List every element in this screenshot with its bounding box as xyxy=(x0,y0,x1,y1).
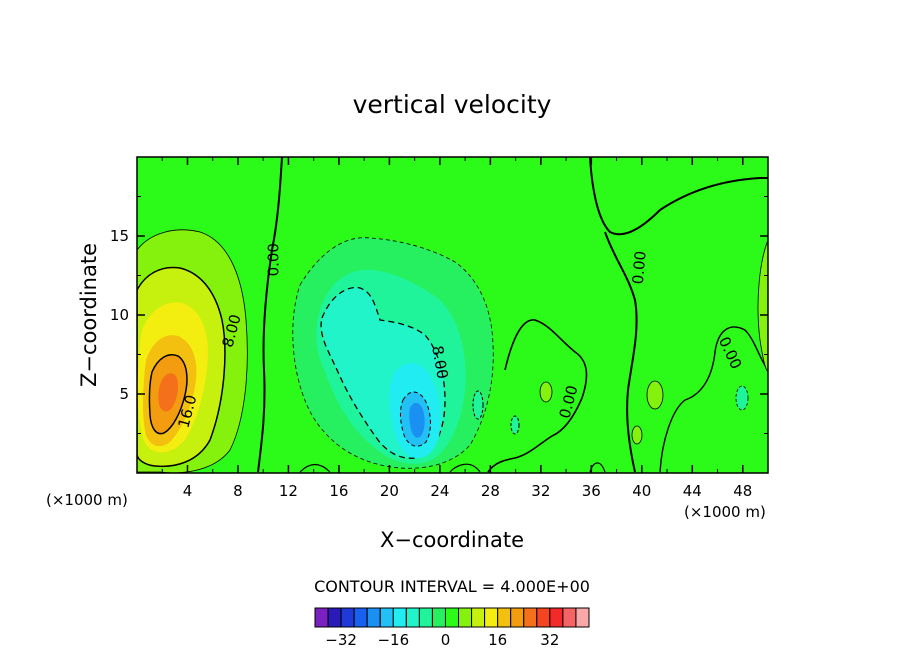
small-downdraft-cell xyxy=(735,385,749,411)
colorbar-tick-label: −16 xyxy=(377,631,409,649)
x-tick-label: 48 xyxy=(733,482,752,500)
colorbar-swatch xyxy=(549,607,564,628)
updraft-region xyxy=(158,373,179,412)
zero-contour xyxy=(604,231,638,473)
x-axis-label: X−coordinate xyxy=(380,528,524,552)
zero-contour xyxy=(659,326,768,473)
colorbar-swatch xyxy=(314,607,329,628)
zero-contour xyxy=(257,157,283,473)
y-tick-label: 5 xyxy=(119,385,129,403)
colorbar: −32 −16 0 16 32 xyxy=(314,607,590,649)
small-downdraft-cell xyxy=(510,415,520,435)
colorbar-swatch xyxy=(340,607,355,628)
x-tick-label: 24 xyxy=(430,482,449,500)
x-tick-label: 28 xyxy=(481,482,500,500)
colorbar-swatch xyxy=(575,607,590,628)
colorbar-tick-label: 0 xyxy=(441,631,451,649)
colorbar-swatch xyxy=(484,607,499,628)
colorbar-swatch xyxy=(418,607,433,628)
colorbar-swatch xyxy=(444,607,460,628)
zero-contour xyxy=(589,157,768,236)
colorbar-swatch xyxy=(353,607,368,628)
x-tick-label: 16 xyxy=(329,482,348,500)
colorbar-tick-label: −32 xyxy=(325,631,357,649)
colorbar-swatch xyxy=(431,607,446,628)
x-unit-label: (×1000 m) xyxy=(46,491,128,509)
x-tick-label: 44 xyxy=(683,482,702,500)
colorbar-swatch xyxy=(471,607,486,628)
x-axis: 4 8 12 16 20 24 28 32 36 40 44 48 xyxy=(161,157,752,500)
y-tick-label: 15 xyxy=(110,227,129,245)
x-tick-label: 40 xyxy=(632,482,651,500)
x-tick-label: 36 xyxy=(582,482,601,500)
contour-label: 8.00 xyxy=(428,344,452,380)
colorbar-swatch xyxy=(523,607,538,628)
small-updraft-cell xyxy=(631,425,643,445)
contour-label: 0.00 xyxy=(264,243,282,276)
x-tick-label: 32 xyxy=(531,482,550,500)
y-tick-label: 10 xyxy=(110,306,129,324)
colorbar-swatch xyxy=(458,607,473,628)
right-edge-updraft xyxy=(757,239,768,373)
colorbar-swatch xyxy=(536,607,551,628)
colorbar-swatch xyxy=(366,607,381,628)
contour-interval-label: CONTOUR INTERVAL = 4.000E+00 xyxy=(314,577,590,596)
colorbar-swatch xyxy=(392,607,407,628)
x-tick-label: 4 xyxy=(183,482,193,500)
colorbar-swatch xyxy=(510,607,525,628)
colorbar-swatch xyxy=(405,607,420,628)
x-tick-label: 8 xyxy=(233,482,243,500)
y-axis-label: Z−coordinate xyxy=(77,243,101,387)
colorbar-swatch xyxy=(562,607,577,628)
small-downdraft-cell xyxy=(472,390,484,420)
y-axis: 5 10 15 xyxy=(110,196,768,434)
downdraft-region xyxy=(409,402,425,438)
colorbar-swatch xyxy=(327,607,342,628)
y-unit-label: (×1000 m) xyxy=(684,503,766,521)
colorbar-swatch xyxy=(497,607,512,628)
contour-field xyxy=(137,157,768,473)
small-updraft-cell xyxy=(646,380,664,410)
zero-contour xyxy=(487,319,588,473)
small-updraft-cell xyxy=(539,381,553,403)
colorbar-tick-label: 32 xyxy=(540,631,559,649)
colorbar-tick-label: 16 xyxy=(488,631,507,649)
x-tick-label: 12 xyxy=(279,482,298,500)
contour-label: 0.00 xyxy=(629,250,650,285)
x-tick-label: 20 xyxy=(380,482,399,500)
chart-title: vertical velocity xyxy=(353,90,552,119)
colorbar-swatch xyxy=(379,607,394,628)
